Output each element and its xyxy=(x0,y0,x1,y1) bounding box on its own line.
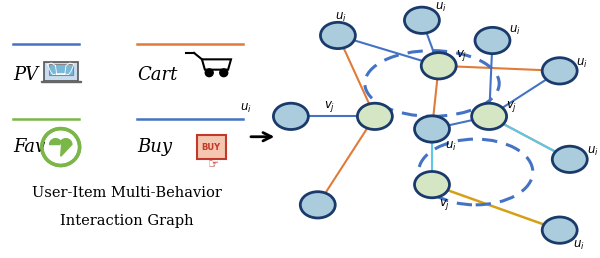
Text: Buy: Buy xyxy=(137,138,172,156)
Circle shape xyxy=(404,7,439,34)
Circle shape xyxy=(421,53,456,79)
Circle shape xyxy=(205,69,213,77)
Text: User-Item Multi-Behavior: User-Item Multi-Behavior xyxy=(32,186,221,200)
Circle shape xyxy=(475,27,510,54)
Circle shape xyxy=(552,146,587,173)
Circle shape xyxy=(415,116,449,142)
Text: PV: PV xyxy=(13,66,38,84)
Text: $u_i$: $u_i$ xyxy=(587,145,598,158)
Circle shape xyxy=(320,22,355,49)
Text: $u_i$: $u_i$ xyxy=(509,24,521,37)
Text: $v_j$: $v_j$ xyxy=(455,48,467,63)
Text: $u_i$: $u_i$ xyxy=(241,102,252,115)
Text: $u_i$: $u_i$ xyxy=(436,1,447,14)
FancyBboxPatch shape xyxy=(41,80,80,82)
Text: $v_j$: $v_j$ xyxy=(439,197,450,212)
Text: Fav: Fav xyxy=(13,138,46,156)
Circle shape xyxy=(415,172,449,198)
FancyBboxPatch shape xyxy=(49,64,73,75)
Text: BUY: BUY xyxy=(202,143,221,152)
Text: $u_i$: $u_i$ xyxy=(573,239,585,252)
Text: $u_i$: $u_i$ xyxy=(335,11,346,24)
Text: $u_i$: $u_i$ xyxy=(577,57,588,70)
Text: Cart: Cart xyxy=(137,66,178,84)
Circle shape xyxy=(542,58,577,84)
FancyBboxPatch shape xyxy=(197,135,226,159)
Circle shape xyxy=(542,217,577,243)
Circle shape xyxy=(274,103,308,130)
Text: Interaction Graph: Interaction Graph xyxy=(60,214,194,228)
Circle shape xyxy=(300,192,335,218)
Polygon shape xyxy=(50,139,72,156)
Circle shape xyxy=(358,103,392,130)
FancyBboxPatch shape xyxy=(44,62,78,82)
Circle shape xyxy=(220,69,228,77)
Text: $v_j$: $v_j$ xyxy=(506,99,517,114)
Text: ☞: ☞ xyxy=(208,158,220,171)
Text: $v_j$: $v_j$ xyxy=(325,99,336,114)
Text: $u_i$: $u_i$ xyxy=(445,140,457,153)
Circle shape xyxy=(472,103,506,130)
